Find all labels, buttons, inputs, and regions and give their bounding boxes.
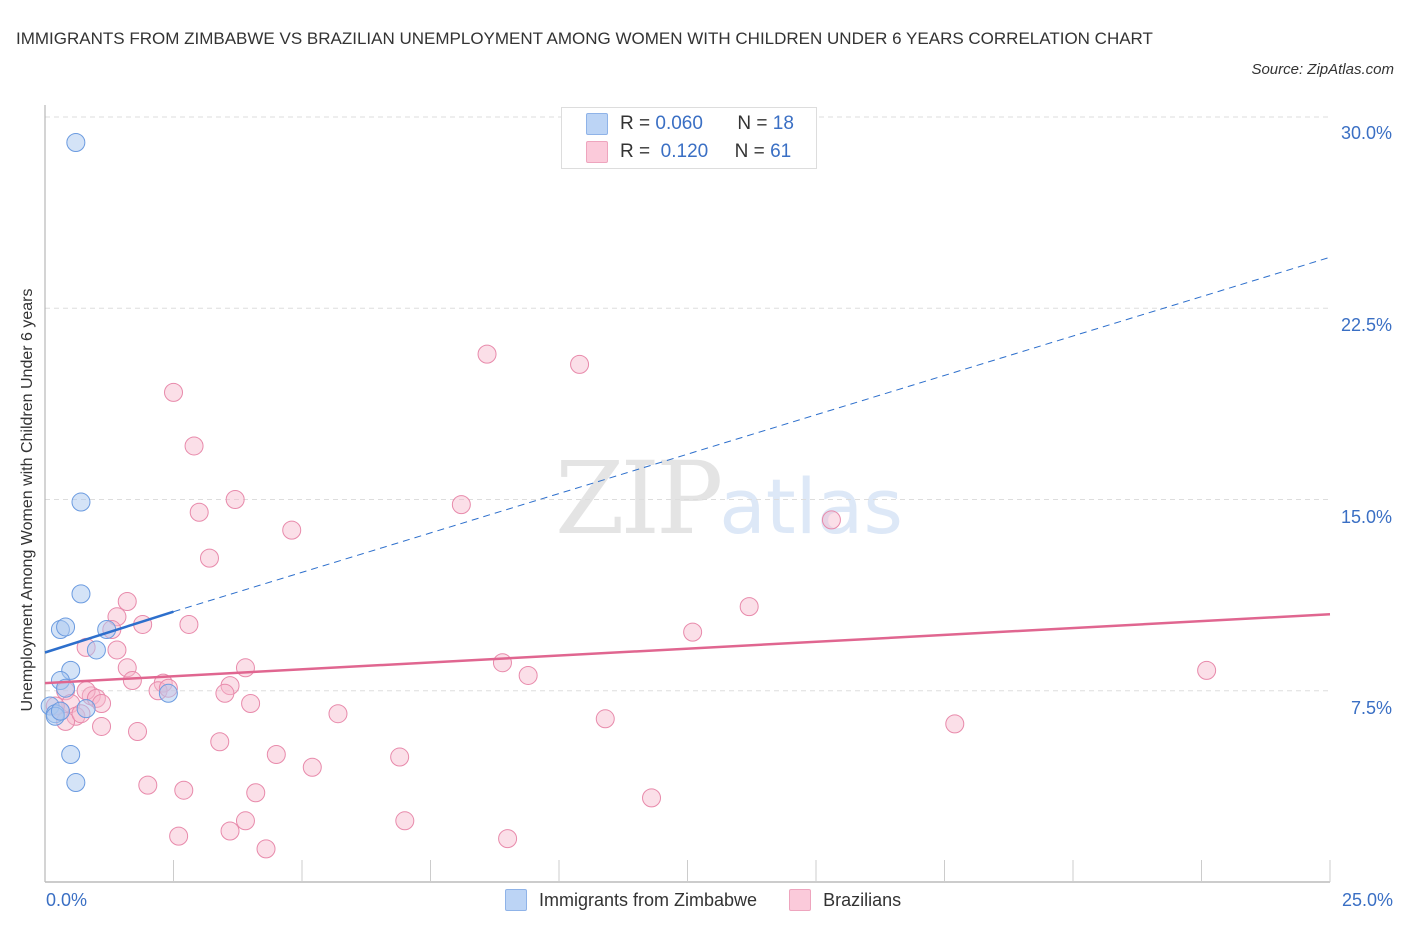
brazilians-point [117,592,137,611]
brazilians-point [739,597,759,617]
y-tick-22-5: 22.5% [1340,315,1392,335]
n-label: N = [734,141,765,162]
brazilians-point [107,607,127,627]
brazilians-point [184,436,204,456]
brazilians-point [390,747,410,767]
brazilians-point [128,722,148,742]
source-label: Source: ZipAtlas.com [1251,61,1394,78]
x-tick-min: 0.0% [46,890,88,910]
brazilians-point [246,783,266,803]
n-value: 61 [770,141,792,162]
zimbabwe-point [66,773,86,793]
brazilians-point [595,709,615,729]
brazilians-point [570,354,590,374]
brazilians-swatch [586,141,608,163]
brazilians-point [945,714,965,734]
zimbabwe-point [71,584,91,604]
brazilians-point [642,788,662,808]
brazilians-point [220,821,240,841]
brazilians-point [189,502,209,522]
brazilians-point [256,839,276,859]
brazilians-point [210,732,230,752]
brazilians-point [107,640,127,660]
brazilians-point [138,775,158,795]
y-tick-30: 30.0% [1340,123,1392,143]
stats-row-zimbabwe: R = 0.060 N = 18 [586,112,794,136]
watermark-zip: ZIP [555,440,723,557]
r-value: 0.120 [660,141,709,162]
brazilians-point [302,757,322,777]
zimbabwe-point [50,701,70,721]
brazilians-point [225,490,245,509]
legend-label: Brazilians [823,889,902,910]
brazilians-point [235,811,255,831]
watermark-atlas: atlas [719,462,903,551]
zimbabwe-trend-extension [173,256,1331,613]
chart-title: IMMIGRANTS FROM ZIMBABWE VS BRAZILIAN UN… [16,29,1153,48]
brazilians-point [821,510,841,530]
zimbabwe-swatch [505,889,527,911]
y-tick-15: 15.0% [1340,507,1392,527]
zimbabwe-point [61,745,81,764]
zimbabwe-swatch [586,113,608,135]
r-value: 0.060 [655,113,703,134]
r-label: R = [620,113,651,134]
brazilians-point [683,622,703,642]
zimbabwe-point [66,133,86,152]
brazilians-point [241,694,261,713]
brazilians-point [266,745,286,764]
zimbabwe-point [56,678,76,698]
brazilians-point [395,811,415,831]
brazilians-point [1197,660,1217,680]
brazilians-point [92,716,112,736]
brazilians-point [199,548,219,568]
brazilians-point [164,382,183,402]
n-value: 18 [772,113,794,134]
brazilians-swatch [789,889,812,911]
legend-item-zimbabwe[interactable]: Immigrants from Zimbabwe [505,889,757,911]
brazilians-point [328,704,348,724]
series-legend: Immigrants from Zimbabwe Brazilians [505,889,933,911]
brazilians-point [174,780,194,800]
zimbabwe-point [158,683,178,703]
r-label: R = [620,141,651,162]
zimbabwe-point [56,617,76,637]
legend-label: Immigrants from Zimbabwe [539,889,758,910]
brazilians-point [122,671,142,691]
brazilians-point [179,614,199,634]
brazilians-point [451,495,471,515]
brazilians-trend-line [44,613,1331,685]
zimbabwe-point [71,492,91,512]
legend-item-brazilians[interactable]: Brazilians [789,889,901,911]
stats-legend: R = 0.060 N = 18 R = 0.120 N = 61 [561,107,817,169]
brazilians-point [117,658,137,678]
x-tick-max: 25.0% [1341,890,1393,910]
brazilians-point [498,829,518,849]
brazilians-point [169,826,189,846]
n-label: N = [737,113,768,134]
zimbabwe-point [76,699,96,719]
watermark: ZIPatlas [555,440,903,557]
brazilians-point [215,683,235,703]
brazilians-point [518,665,538,685]
brazilians-point [282,520,302,540]
y-tick-7-5: 7.5% [1350,698,1392,718]
zimbabwe-trend-line [44,610,174,654]
brazilians-point [235,658,255,678]
zimbabwe-point [86,640,106,660]
brazilians-point [477,344,497,364]
brazilians-point [492,653,512,673]
stats-row-brazilians: R = 0.120 N = 61 [586,140,791,164]
